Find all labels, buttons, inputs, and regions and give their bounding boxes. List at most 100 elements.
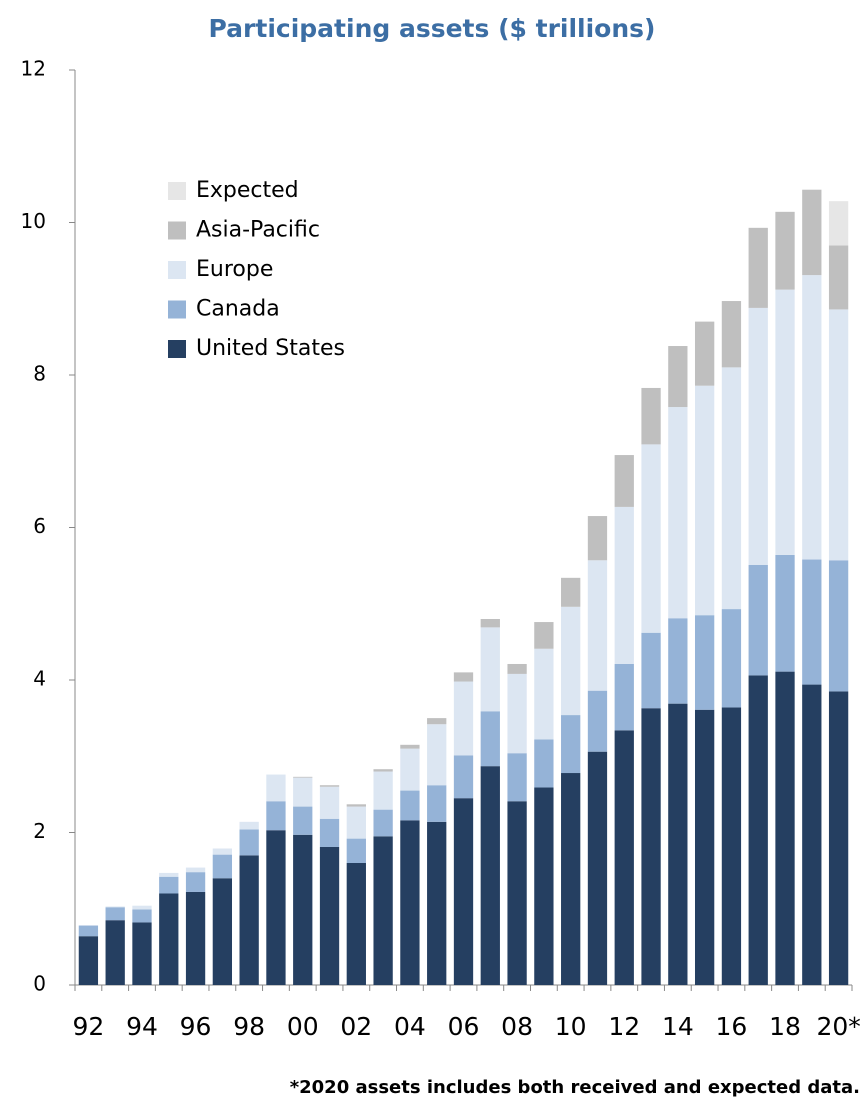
- bar-segment: [346, 838, 366, 863]
- bar-segment: [721, 367, 742, 610]
- y-tick-label: 12: [21, 57, 46, 81]
- bar-segment: [587, 516, 608, 561]
- bar-segment: [400, 744, 420, 749]
- bar-segment: [668, 407, 688, 619]
- bar-segment: [641, 387, 661, 445]
- x-tick-label: 12: [608, 1012, 640, 1041]
- bar-segment: [78, 925, 99, 937]
- bar-segment: [694, 321, 715, 386]
- x-tick-label: 98: [233, 1012, 265, 1041]
- bar-segment: [614, 663, 634, 731]
- bar-segment: [614, 455, 634, 507]
- bar-segment: [507, 801, 527, 985]
- legend-swatch: [168, 340, 186, 358]
- bar-segment: [132, 922, 152, 985]
- bar-segment: [668, 703, 688, 985]
- bar-segment: [802, 189, 822, 276]
- bar-segment: [721, 301, 742, 368]
- bar-segment: [105, 906, 125, 908]
- x-tick-label: 06: [448, 1012, 480, 1041]
- y-tick-label: 4: [33, 667, 46, 691]
- bar-segment: [346, 863, 366, 985]
- legend-label: Europe: [196, 257, 273, 282]
- bar-segment: [828, 201, 849, 246]
- bar-segment: [132, 905, 152, 910]
- bar-segment: [293, 834, 313, 985]
- bar-segment: [721, 707, 742, 985]
- bar-segment: [346, 806, 366, 839]
- bar-segment: [561, 606, 581, 716]
- y-tick-label: 10: [21, 209, 46, 233]
- bar-segment: [400, 790, 420, 821]
- bar-segment: [561, 773, 581, 985]
- bar-segment: [614, 506, 634, 664]
- bar-segment: [507, 753, 527, 802]
- bar-segment: [507, 663, 527, 674]
- x-tick-label: 00: [287, 1012, 319, 1041]
- bar-segment: [319, 818, 340, 847]
- bar-segment: [427, 724, 447, 786]
- bar-segment: [400, 820, 420, 985]
- bar-segment: [587, 690, 608, 752]
- bar-segment: [453, 672, 474, 682]
- bar-segment: [828, 691, 849, 985]
- bar-segment: [641, 632, 661, 709]
- bar-segment: [721, 609, 742, 708]
- bar-segment: [239, 855, 259, 985]
- bar-segment: [132, 909, 152, 923]
- bar-segment: [239, 829, 259, 856]
- bar-segment: [266, 774, 286, 802]
- bar-segment: [748, 675, 768, 985]
- bar-segment: [641, 708, 661, 985]
- legend-label: Expected: [196, 178, 299, 203]
- bar-segment: [641, 444, 661, 633]
- bar-segment: [159, 893, 179, 985]
- bar-segment: [775, 289, 795, 555]
- bar-segment: [105, 907, 125, 921]
- bar-segment: [480, 627, 500, 712]
- bar-segment: [346, 804, 366, 807]
- x-tick-label: 18: [769, 1012, 801, 1041]
- bar-segment: [614, 730, 634, 985]
- bar-segment: [480, 766, 500, 985]
- bar-segment: [534, 648, 554, 740]
- bar-segment: [694, 385, 715, 616]
- x-tick-label: 92: [72, 1012, 104, 1041]
- bar-segment: [561, 715, 581, 774]
- bar-segment: [185, 867, 206, 873]
- x-tick-label: 16: [716, 1012, 748, 1041]
- x-tick-label: 10: [555, 1012, 587, 1041]
- bar-segment: [561, 577, 581, 607]
- bar-segment: [748, 564, 768, 676]
- bar-segment: [159, 876, 179, 894]
- y-tick-label: 2: [33, 819, 46, 843]
- bar-segment: [78, 936, 99, 985]
- bar-segment: [185, 872, 206, 892]
- bar-segment: [159, 872, 179, 877]
- x-tick-label: 02: [340, 1012, 372, 1041]
- y-tick-label: 8: [33, 362, 46, 386]
- bar-segment: [293, 806, 313, 835]
- bar-segment: [587, 751, 608, 985]
- legend-label: United States: [196, 336, 345, 361]
- bar-segment: [802, 275, 822, 560]
- bar-segment: [373, 771, 393, 810]
- bar-segment: [748, 307, 768, 565]
- y-tick-label: 6: [33, 514, 46, 538]
- bar-segment: [775, 211, 795, 290]
- bar-segment: [185, 891, 206, 985]
- bar-segment: [480, 619, 500, 628]
- legend-label: Canada: [196, 297, 280, 322]
- bar-segment: [427, 785, 447, 822]
- bar-segment: [534, 787, 554, 985]
- bar-segment: [212, 878, 233, 985]
- bar-segment: [293, 777, 313, 807]
- x-tick-label: 14: [662, 1012, 694, 1041]
- bar-segment: [828, 309, 849, 561]
- bar-segment: [400, 748, 420, 791]
- bar-segment: [828, 560, 849, 692]
- bar-segment: [802, 559, 822, 685]
- legend-swatch: [168, 300, 186, 319]
